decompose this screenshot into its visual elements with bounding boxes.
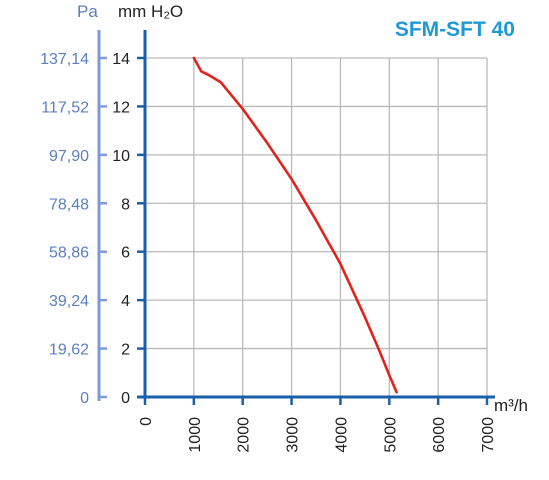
pa-tick-label: 19,62 bbox=[49, 342, 89, 359]
x-tick-label: 1000 bbox=[187, 417, 204, 453]
x-tick-label: 3000 bbox=[285, 417, 302, 453]
y-tick-label: 2 bbox=[121, 342, 130, 359]
x-tick-label: 4000 bbox=[333, 417, 350, 453]
x-tick-label: 7000 bbox=[480, 417, 497, 453]
y-tick-label: 6 bbox=[121, 245, 130, 262]
grid bbox=[145, 57, 488, 397]
series-layer bbox=[192, 56, 398, 394]
y-tick-label: 8 bbox=[121, 196, 130, 213]
tick-labels: 0 0 2 19,62 4 39,24 6 58,86 8 78,48 10 97,90 12 117,5… bbox=[40, 51, 497, 453]
y-tick-label: 0 bbox=[121, 390, 130, 407]
pa-tick-label: 0 bbox=[80, 390, 89, 407]
x-tick-label: 2000 bbox=[236, 417, 253, 453]
pa-tick-label: 78,48 bbox=[49, 196, 89, 213]
chart-title: SFM-SFT 40 bbox=[394, 18, 515, 41]
pa-tick-label: 97,90 bbox=[49, 148, 89, 165]
y-axis-unit: mm H₂O bbox=[118, 2, 184, 21]
pa-tick-label: 39,24 bbox=[49, 293, 89, 310]
pa-tick-label: 58,86 bbox=[49, 245, 89, 262]
pa-tick-label: 117,52 bbox=[41, 99, 89, 116]
y-tick-label: 14 bbox=[112, 51, 130, 68]
y-tick-label: 10 bbox=[112, 148, 130, 165]
x-tick-label: 0 bbox=[138, 417, 155, 426]
x-tick-label: 6000 bbox=[431, 417, 448, 453]
y-tick-label: 4 bbox=[121, 293, 130, 310]
y-tick-label: 12 bbox=[112, 99, 130, 116]
x-axis-unit: m³/h bbox=[494, 396, 528, 415]
pa-axis-unit: Pa bbox=[77, 2, 98, 21]
pa-tick-label: 137,14 bbox=[40, 51, 89, 68]
axes bbox=[97, 30, 495, 405]
x-tick-label: 5000 bbox=[382, 417, 399, 453]
series-line bbox=[192, 56, 398, 394]
